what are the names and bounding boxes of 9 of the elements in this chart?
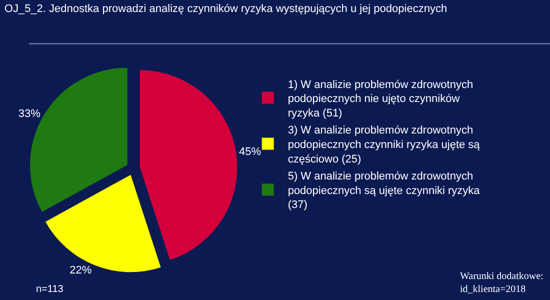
data-label: 45% [239,146,262,158]
text: Warunki dodatkowe: id_klienta=2018 [460,271,544,295]
legend-label: 3) W analizie problemów zdrowotnych podopiecznych czynniki ryzyka ujęte są częściowo (25) [288,124,481,166]
data-label: 33% [18,108,41,120]
chart-title: OJ_5_2. Jednostka prowadzi analizę czynników ryzyka występujących u jej podopiecznych [4,3,448,16]
legend-label: 1) W analizie problemów zdrowotnych podopiecznych nie ujęto czynników ryzyka (51) [288,78,474,120]
text: n=113 [36,284,64,295]
data-label: 22% [70,264,92,276]
legend-label: 5) W analizie problemów zdrowotnych podopiecznych są ujęte czynniki ryzyka (37) [288,170,481,212]
